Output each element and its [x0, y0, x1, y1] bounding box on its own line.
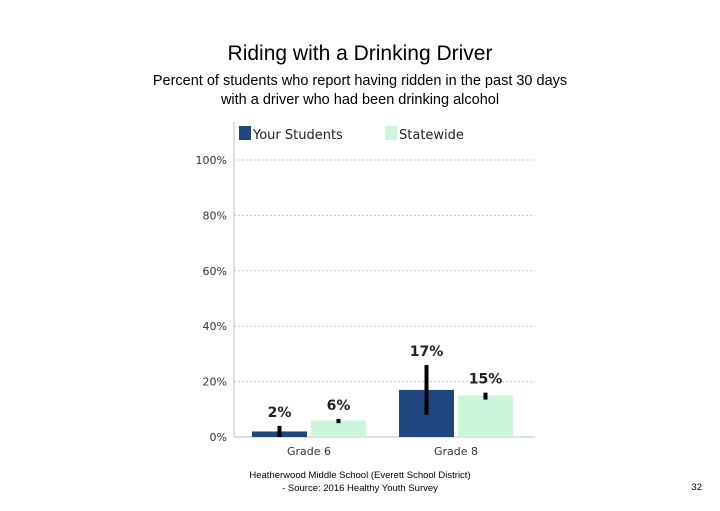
- y-tick-label: 0%: [210, 431, 227, 444]
- legend-label: Statewide: [399, 128, 464, 143]
- y-tick-label: 20%: [203, 376, 227, 389]
- error-bar: [336, 418, 341, 424]
- error-bar: [483, 392, 488, 400]
- data-label: 2%: [268, 405, 292, 421]
- y-tick-label: 80%: [203, 209, 227, 222]
- bar: [458, 395, 513, 437]
- x-category-label: Grade 8: [434, 445, 478, 458]
- footer-school: Heatherwood Middle School (Everett Schoo…: [249, 470, 471, 481]
- error-bar: [424, 364, 429, 415]
- footer-source: Heatherwood Middle School (Everett Schoo…: [230, 469, 490, 495]
- error-bar: [277, 425, 282, 437]
- legend-swatch: [385, 126, 397, 140]
- data-label: 6%: [327, 398, 351, 414]
- data-label: 17%: [410, 344, 444, 360]
- x-category-label: Grade 6: [287, 445, 331, 458]
- page-number: 32: [691, 482, 702, 493]
- legend-label: Your Students: [252, 128, 343, 143]
- footer-survey: - Source: 2016 Healthy Youth Survey: [282, 483, 438, 494]
- data-label: 15%: [469, 372, 503, 388]
- chart-subtitle-line-1: Percent of students who report having ri…: [152, 73, 568, 89]
- bar: [311, 420, 366, 437]
- chart-title: Riding with a Drinking Driver: [227, 42, 493, 65]
- y-tick-label: 60%: [203, 265, 227, 278]
- chart-subtitle: Percent of students who report having ri…: [0, 72, 720, 110]
- y-tick-label: 40%: [203, 320, 227, 333]
- y-tick-label: 100%: [196, 154, 227, 167]
- chart-subtitle-line-2: with a driver who had been drinking alco…: [220, 92, 500, 108]
- legend-swatch: [239, 126, 251, 140]
